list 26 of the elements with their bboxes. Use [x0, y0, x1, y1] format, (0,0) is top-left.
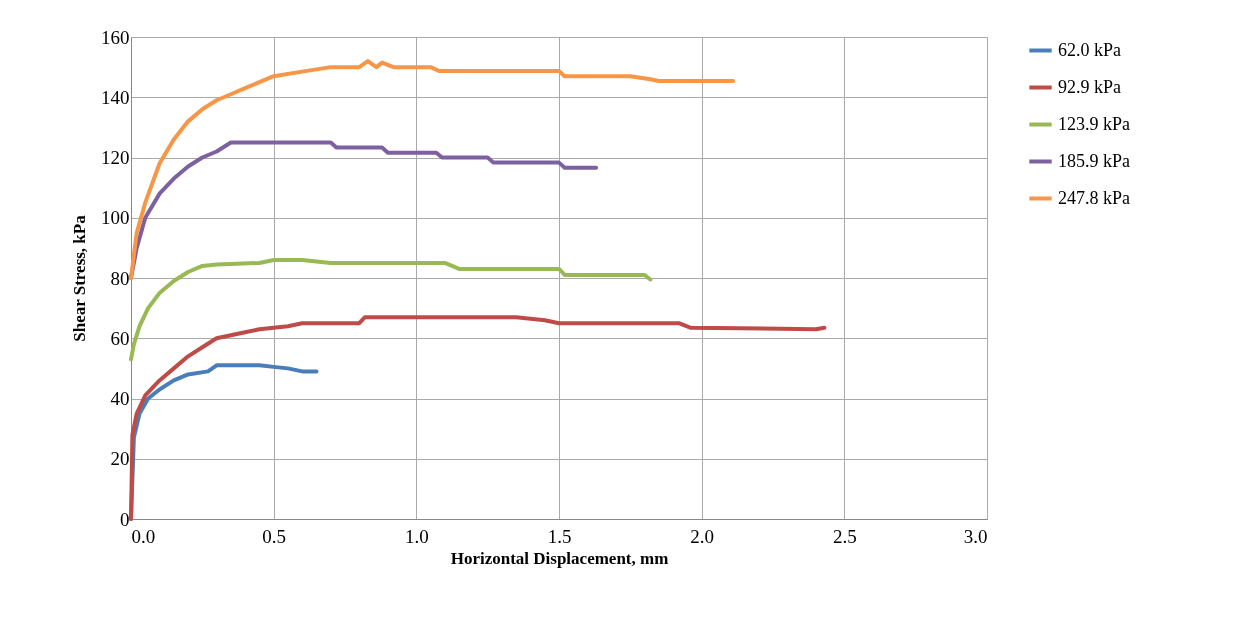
legend-label: 247.8 kPa: [1058, 187, 1131, 208]
x-tick-label: 2.0: [690, 525, 715, 547]
y-tick-label: 40: [110, 388, 130, 409]
x-tick-label: 3.0: [963, 525, 988, 547]
legend-label: 185.9 kPa: [1058, 150, 1131, 171]
y-tick-label: 60: [110, 327, 130, 349]
y-tick-label: 20: [110, 448, 130, 470]
x-tick-label: 2.5: [832, 525, 857, 547]
y-tick-label: 100: [101, 207, 130, 229]
x-tick-label: 1.5: [547, 525, 572, 547]
y-axis-title: Shear Stress, kPa: [70, 214, 89, 342]
y-tick-label: 140: [101, 86, 130, 108]
y-tick-label: 80: [110, 267, 130, 289]
line-series: [129, 59, 736, 280]
x-tick-label: 0.5: [262, 525, 287, 547]
legend-label: 92.9 kPa: [1058, 76, 1122, 97]
y-tick-label: 120: [101, 147, 130, 168]
x-tick-label: 0.0: [131, 525, 156, 547]
line-series: [129, 315, 827, 521]
line-series: [129, 257, 653, 362]
y-tick-label: 0: [120, 508, 130, 530]
x-tick-label: 1.0: [404, 525, 429, 547]
y-tick-label: 160: [101, 26, 130, 48]
legend-label: 123.9 kPa: [1058, 113, 1131, 134]
legend-label: 62.0 kPa: [1058, 39, 1122, 60]
x-axis-title: Horizontal Displacement, mm: [450, 548, 669, 568]
